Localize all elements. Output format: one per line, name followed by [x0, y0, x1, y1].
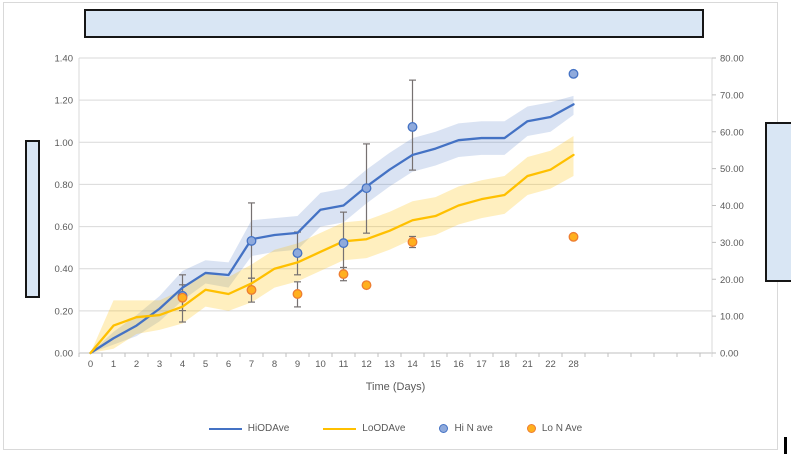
legend-item-hi-n-ave[interactable]: Hi N ave [439, 423, 493, 434]
left-axis-title-placeholder[interactable] [25, 140, 40, 298]
right-axis-title-placeholder[interactable] [765, 122, 791, 282]
x-axis-tick-label: 0 [88, 359, 93, 370]
left-axis-tick-label: 0.60 [55, 222, 74, 233]
x-axis-tick-label: 1 [111, 359, 116, 370]
right-axis-tick-label: 40.00 [720, 201, 744, 212]
x-axis-tick-label: 11 [339, 359, 349, 370]
lo-n-marker [177, 292, 188, 303]
x-axis-tick-label: 18 [499, 359, 510, 370]
chart-title-placeholder[interactable] [84, 9, 704, 38]
loodave-line-swatch-icon [323, 427, 357, 430]
lo-od-line [89, 153, 575, 355]
x-axis-tick-label: 9 [295, 359, 300, 370]
legend-label: Lo N Ave [541, 423, 583, 434]
x-axis-tick-label: 6 [226, 359, 231, 370]
left-axis-tick-label: 1.00 [55, 138, 74, 149]
right-axis-tick-label: 0.00 [720, 349, 739, 360]
right-axis-tick-label: 30.00 [720, 238, 744, 249]
left-axis-tick-label: 1.40 [55, 54, 74, 65]
chart-legend: HiODAve LoODAve Hi N ave Lo N Ave [79, 423, 712, 434]
legend-item-lo-n-ave[interactable]: Lo N Ave [526, 423, 583, 434]
hi-od-line [89, 103, 575, 355]
x-axis-tick-label: 3 [157, 359, 162, 370]
x-axis-tick-label: 13 [384, 359, 395, 370]
x-axis-tick-label: 5 [203, 359, 208, 370]
legend-label: LoODAve [362, 423, 406, 434]
x-axis-tick-label: 8 [272, 359, 277, 370]
left-axis-tick-label: 1.20 [55, 96, 74, 107]
hi-n-marker [292, 248, 303, 259]
x-axis-tick-label: 15 [430, 359, 441, 370]
right-axis-tick-label: 70.00 [720, 90, 744, 101]
left-axis-tick-label: 0.00 [55, 349, 74, 360]
x-axis-title: Time (Days) [365, 381, 426, 393]
lo-od-confidence-band [90, 135, 574, 353]
hi-n-marker [338, 238, 349, 249]
hi-n-marker [568, 68, 579, 79]
lo-n-marker [338, 269, 349, 280]
x-axis-tick-label: 12 [361, 359, 372, 370]
left-axis-tick-label: 0.20 [55, 306, 74, 317]
left-axis-tick-label: 0.40 [55, 264, 74, 275]
hiodave-line-swatch-icon [208, 427, 242, 430]
chart-object-frame[interactable] [3, 2, 778, 450]
x-axis-tick-label: 28 [568, 359, 579, 370]
lo-n-marker [568, 231, 579, 242]
lo-n-marker [407, 237, 418, 247]
x-axis-tick-label: 2 [134, 359, 139, 370]
legend-label: HiODAve [247, 423, 290, 434]
x-axis-tick-label: 10 [315, 359, 326, 370]
lo-n-marker [246, 284, 257, 295]
right-axis-tick-label: 20.00 [720, 275, 744, 286]
hi-n-ave-marker-swatch-icon [439, 424, 449, 433]
legend-label: Hi N ave [454, 423, 493, 434]
x-axis-tick-label: 21 [522, 359, 533, 370]
x-axis-tick-label: 14 [407, 359, 418, 370]
text-cursor [784, 437, 787, 454]
right-axis-tick-label: 50.00 [720, 164, 744, 175]
hi-od-confidence-band [90, 95, 574, 353]
left-axis-tick-label: 0.80 [55, 180, 74, 191]
right-axis-tick-label: 10.00 [720, 312, 744, 323]
hi-n-marker [246, 235, 257, 246]
legend-item-hiodave[interactable]: HiODAve [208, 423, 290, 434]
lo-n-ave-marker-swatch-icon [526, 424, 536, 433]
right-axis-tick-label: 60.00 [720, 127, 744, 138]
right-axis-tick-label: 80.00 [720, 54, 744, 65]
x-axis-tick-label: 17 [476, 359, 487, 370]
x-axis-tick-label: 16 [453, 359, 464, 370]
lo-n-marker [361, 280, 372, 291]
legend-item-loodave[interactable]: LoODAve [323, 423, 405, 434]
x-axis-tick-label: 4 [180, 359, 185, 370]
hi-n-marker [361, 183, 372, 194]
x-axis-tick-label: 7 [249, 359, 254, 370]
x-axis-tick-label: 22 [545, 359, 556, 370]
lo-n-marker [292, 289, 303, 299]
hi-n-marker [407, 122, 418, 132]
